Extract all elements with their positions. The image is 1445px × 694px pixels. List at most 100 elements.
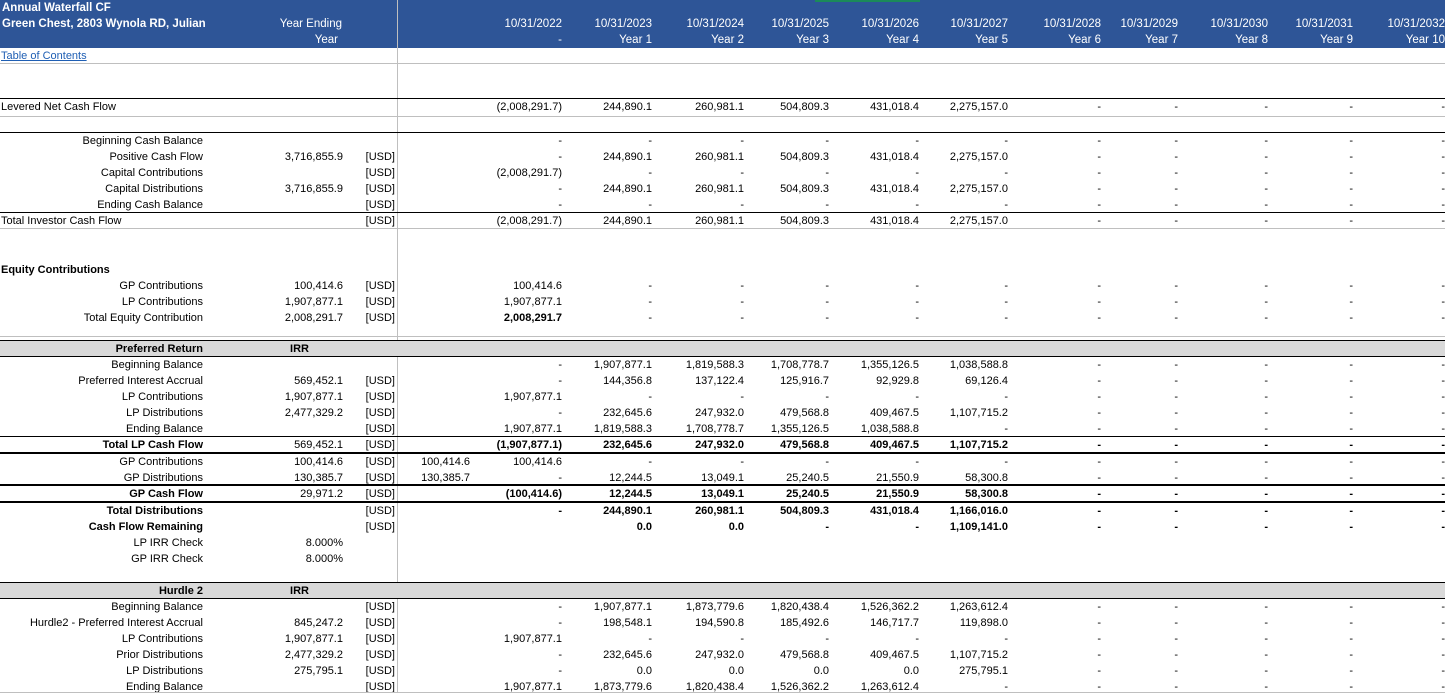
- table-row: Total LP Cash Flow 569,452.1 [USD] (1,907,8…: [0, 436, 1445, 452]
- row-label: Ending Balance: [125, 681, 203, 693]
- cell-value: -: [1004, 280, 1008, 292]
- table-row: Total Investor Cash Flow [USD] (2,008,291.…: [0, 212, 1445, 228]
- cell-value: -: [1097, 312, 1101, 324]
- unit-label: [USD]: [365, 649, 395, 661]
- cell-value: 1,038,588.8: [949, 359, 1008, 371]
- cell-value: 146,717.7: [870, 617, 919, 629]
- cell-value: -: [1097, 135, 1101, 147]
- cell-value: -: [915, 135, 919, 147]
- cell-value: -: [558, 407, 562, 419]
- cell-value: -: [648, 296, 652, 308]
- cell-value: -: [1264, 280, 1268, 292]
- section-border: [0, 116, 1445, 117]
- cell-value: -: [1441, 101, 1445, 113]
- cell-value: 260,981.1: [695, 215, 744, 227]
- cell-value: -: [1264, 488, 1268, 500]
- table-row: Beginning Balance [USD] - 1,907,877.1 1,873,…: [0, 598, 1445, 614]
- cell-value: -: [1264, 312, 1268, 324]
- period-year-9: Year 9: [1320, 34, 1353, 46]
- cell-value: 1,907,877.1: [593, 359, 652, 371]
- cell-value: -: [1264, 167, 1268, 179]
- cell-value: 409,467.5: [870, 649, 919, 661]
- row-border: [0, 598, 1445, 599]
- cell-value: -: [825, 391, 829, 403]
- cell-value: -: [558, 505, 562, 517]
- cell-value: 479,568.8: [780, 439, 829, 451]
- cell-value: -: [1349, 456, 1353, 468]
- cell-value: -: [1264, 456, 1268, 468]
- cell-value: 1,109,141.0: [949, 521, 1008, 533]
- cell-value: 1,820,438.4: [770, 601, 829, 613]
- row-total: 569,452.1: [294, 375, 343, 387]
- unit-label: [USD]: [365, 312, 395, 324]
- row-total: 2,477,329.2: [284, 649, 343, 661]
- period-date-0: 10/31/2022: [504, 18, 562, 30]
- cell-value: -: [1097, 199, 1101, 211]
- row-total: 8.000%: [305, 537, 343, 549]
- cell-value: -: [1441, 505, 1445, 517]
- cell-value: -: [1441, 391, 1445, 403]
- row-border: [0, 132, 1445, 133]
- period-year-7: Year 7: [1145, 34, 1178, 46]
- period-year-0: -: [558, 34, 562, 46]
- unit-label: [USD]: [365, 665, 395, 677]
- cell-value: 1,907,877.1: [503, 633, 562, 645]
- cell-value: 260,981.1: [695, 183, 744, 195]
- cell-value: -: [1441, 312, 1445, 324]
- cell-value: 504,809.3: [780, 183, 829, 195]
- cell-value: -: [1349, 681, 1353, 693]
- cell-value: 0.0: [903, 665, 919, 677]
- year-label: Year: [314, 34, 338, 46]
- table-of-contents-link[interactable]: Table of Contents: [1, 50, 87, 62]
- cell-value: -: [1097, 167, 1101, 179]
- table-row: Ending Balance [USD] 1,907,877.1 1,873,779.…: [0, 678, 1445, 694]
- cell-value: -: [1097, 601, 1101, 613]
- cell-value: 247,932.0: [695, 407, 744, 419]
- row-label: LP Contributions: [121, 391, 203, 403]
- cell-value: -: [1174, 101, 1178, 113]
- row-label: Beginning Cash Balance: [82, 135, 203, 147]
- unit-label: [USD]: [365, 681, 395, 693]
- cell-value: -: [825, 296, 829, 308]
- cell-value: -: [1264, 505, 1268, 517]
- cell-value: -: [1441, 280, 1445, 292]
- cell-value: 247,932.0: [695, 439, 744, 451]
- cell-value: -: [740, 135, 744, 147]
- cell-value: 244,890.1: [603, 101, 652, 113]
- cell-value: -: [1441, 633, 1445, 645]
- cell-value: -: [740, 633, 744, 645]
- cell-value: -: [1174, 135, 1178, 147]
- row-total: 1,907,877.1: [284, 633, 343, 645]
- cell-value: 21,550.9: [876, 488, 919, 500]
- period-year-1: Year 1: [619, 34, 652, 46]
- period-year-3: Year 3: [796, 34, 829, 46]
- row-label: Preferred Return: [115, 343, 203, 355]
- cell-value: -: [1349, 407, 1353, 419]
- cell-value: 144,356.8: [603, 375, 652, 387]
- row-label: Beginning Balance: [111, 359, 203, 371]
- cell-value: -: [1097, 521, 1101, 533]
- cell-value: -: [1264, 359, 1268, 371]
- cell-value: 13,049.1: [701, 472, 744, 484]
- row-label: GP Contributions: [119, 456, 203, 468]
- table-row: LP Contributions 1,907,877.1 [USD] 1,907,87…: [0, 293, 1445, 309]
- cell-value: 1,526,362.2: [860, 601, 919, 613]
- cell-value: 12,244.5: [609, 472, 652, 484]
- cell-value: -: [1264, 439, 1268, 451]
- cell-value: (1,907,877.1): [496, 439, 562, 451]
- period-year-10: Year 10: [1405, 34, 1445, 46]
- row-label: Hurdle2 - Preferred Interest Accrual: [29, 617, 203, 629]
- unit-label: [USD]: [365, 296, 395, 308]
- cell-value: -: [1264, 407, 1268, 419]
- row-extra-value: 130,385.7: [421, 472, 470, 484]
- cell-value: -: [1349, 472, 1353, 484]
- cell-value: -: [1174, 681, 1178, 693]
- cell-value: -: [1097, 215, 1101, 227]
- cell-value: -: [1004, 135, 1008, 147]
- cell-value: -: [1097, 456, 1101, 468]
- row-border: [0, 452, 1445, 454]
- cell-value: -: [1174, 199, 1178, 211]
- cell-value: 431,018.4: [870, 101, 919, 113]
- period-date-4: 10/31/2026: [861, 18, 919, 30]
- row-label: Capital Contributions: [100, 167, 203, 179]
